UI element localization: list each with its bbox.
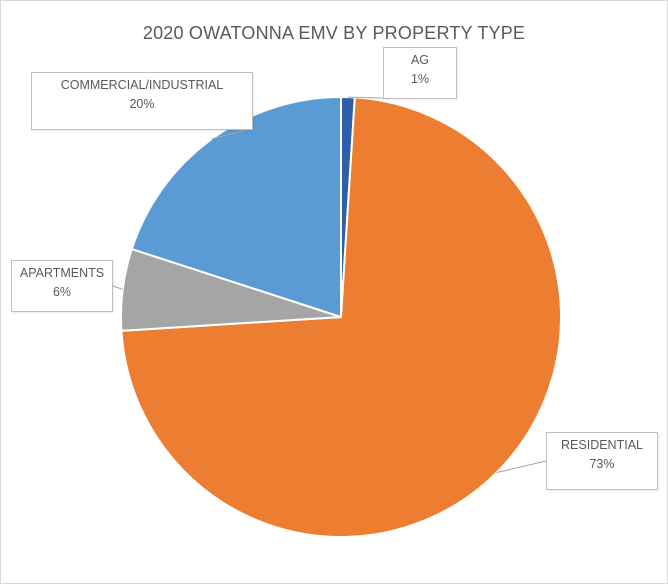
- leader-line-residential: [496, 460, 547, 474]
- callout-ag: AG 1%: [383, 47, 457, 99]
- callout-commercial-industrial-label: COMMERCIAL/INDUSTRIAL: [60, 78, 224, 92]
- callout-ag-value: 1%: [410, 72, 430, 86]
- chart-title: 2020 OWATONNA EMV BY PROPERTY TYPE: [142, 23, 526, 43]
- pie-slices: [120, 95, 562, 538]
- callout-residential-label: RESIDENTIAL: [561, 438, 643, 452]
- callout-apartments-value: 6%: [52, 285, 72, 299]
- leader-line-ag: [347, 96, 384, 99]
- callout-apartments: APARTMENTS 6%: [11, 260, 113, 312]
- callout-commercial-industrial: COMMERCIAL/INDUSTRIAL 20%: [31, 72, 253, 130]
- callout-commercial-industrial-value: 20%: [129, 97, 155, 111]
- callout-ag-label: AG: [410, 53, 430, 67]
- callout-residential: RESIDENTIAL 73%: [546, 432, 658, 490]
- callout-apartments-label: APARTMENTS: [19, 266, 105, 280]
- callout-residential-value: 73%: [589, 457, 615, 471]
- leader-line-apartments: [112, 285, 123, 290]
